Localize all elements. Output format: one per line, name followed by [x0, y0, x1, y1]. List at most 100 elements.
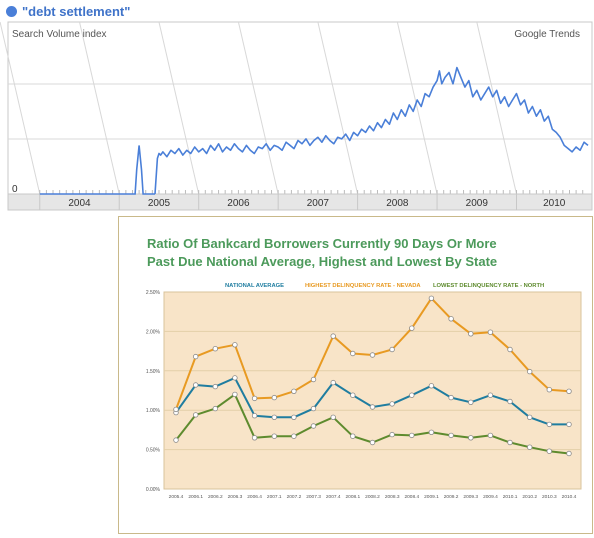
plot-area — [163, 291, 582, 490]
series-0-point-9 — [350, 392, 356, 398]
query-label[interactable]: "debt settlement" — [22, 3, 131, 19]
series-2-point-19 — [546, 448, 552, 454]
x-tick-label-18: 2010.2 — [522, 494, 537, 500]
x-tick-label-0: 2005.4 — [169, 494, 184, 500]
x-tick-label-1: 2006.1 — [188, 494, 203, 500]
x-tick-label-17: 2010.1 — [503, 494, 518, 500]
series-0-point-12 — [409, 392, 415, 398]
series-1-point-4 — [251, 395, 258, 402]
series-1-point-7 — [310, 376, 317, 383]
series-2-point-15 — [468, 435, 474, 441]
trends-header: "debt settlement" — [6, 2, 130, 20]
series-2-point-7 — [310, 423, 317, 429]
series-0-point-19 — [546, 421, 552, 428]
series-0-point-15 — [468, 399, 474, 405]
google-trends-chart: 2004 2005 2006 2007 2008 2009 2010 Search Volum… — [0, 21, 593, 211]
series-2-point-1 — [192, 412, 199, 418]
series-2-point-16 — [487, 432, 494, 439]
series-0-point-7 — [310, 405, 317, 412]
year-label-2007: 2007 — [307, 198, 330, 209]
series-2-point-10 — [369, 439, 376, 446]
y-tick-label-1: 0.50% — [146, 448, 161, 454]
year-label-2006: 2006 — [227, 198, 250, 209]
series-0-point-1 — [192, 382, 199, 388]
series-2-point-2 — [212, 405, 218, 412]
x-tick-label-12: 2008.4 — [404, 494, 419, 500]
year-label-2008: 2008 — [386, 198, 409, 209]
year-divider-1 — [79, 21, 120, 195]
year-label-2005: 2005 — [148, 198, 171, 209]
series-2-point-14 — [448, 432, 454, 439]
plot-area — [7, 21, 593, 195]
series-2-point-12 — [409, 432, 415, 439]
series-2-point-6 — [291, 433, 297, 439]
year-divider-2 — [158, 21, 200, 195]
series-0-point-18 — [527, 414, 533, 420]
series-2-point-18 — [527, 444, 533, 450]
series-0-point-2 — [212, 383, 218, 390]
y-tick-0: 0 — [12, 184, 18, 195]
year-divider-3 — [237, 21, 279, 195]
google-trends-logo: Google Trends — [514, 29, 580, 40]
series-1-point-17 — [507, 346, 513, 353]
series-0-point-13 — [428, 383, 435, 389]
y-tick-label-0: 0.00% — [146, 487, 161, 493]
year-divider-5 — [396, 21, 438, 195]
x-tick-label-13: 2009.1 — [424, 494, 439, 500]
series-1-point-19 — [546, 386, 552, 393]
year-label-2010: 2010 — [543, 198, 566, 209]
series-2-point-20 — [566, 450, 572, 457]
series-2-point-5 — [271, 433, 277, 439]
year-label-2004: 2004 — [68, 198, 91, 209]
series-1-point-16 — [487, 329, 494, 335]
series-0-point-5 — [271, 414, 277, 420]
chart-title-line-2: Past Due National Average, Highest and L… — [147, 254, 497, 269]
x-tick-label-9: 2008.1 — [346, 494, 361, 500]
series-1-point-15 — [468, 331, 474, 337]
series-0-point-8 — [330, 379, 336, 386]
series-0-point-6 — [291, 414, 297, 420]
series-1-point-14 — [448, 316, 454, 322]
series-2-point-4 — [251, 435, 258, 441]
bankcard-chart: Ratio Of Bankcard Borrowers Currently 90… — [146, 236, 582, 500]
year-divider-4 — [317, 21, 359, 195]
series-1-point-13 — [428, 295, 435, 301]
trend-line-early-segment — [39, 145, 155, 195]
series-1-point-10 — [369, 352, 376, 358]
year-axis-band — [7, 193, 593, 211]
chart-title-line-1: Ratio Of Bankcard Borrowers Currently 90… — [147, 236, 497, 251]
series-0-point-3 — [232, 375, 238, 381]
x-tick-label-6: 2007.2 — [287, 494, 302, 500]
series-2-point-11 — [389, 431, 395, 438]
series-1-point-20 — [566, 388, 572, 394]
series-2-point-17 — [507, 439, 513, 446]
series-1-point-5 — [271, 394, 277, 401]
x-tick-label-15: 2009.3 — [463, 494, 478, 500]
series-1-point-18 — [527, 368, 533, 375]
x-tick-label-4: 2006.4 — [247, 494, 262, 500]
series-1-point-11 — [389, 346, 395, 353]
series-1-point-1 — [192, 353, 199, 360]
series-2-point-0 — [173, 437, 179, 443]
series-0-point-14 — [448, 394, 454, 401]
y-tick-label-2: 1.00% — [146, 408, 161, 414]
series-1-point-2 — [212, 345, 218, 352]
y-tick-label-3: 1.50% — [146, 369, 161, 375]
series-1-point-6 — [291, 388, 297, 394]
x-tick-label-7: 2007.3 — [306, 494, 321, 500]
year-label-2009: 2009 — [466, 198, 489, 209]
legend-entry-1: HIGHEST DELINQUENCY RATE - NEVADA — [305, 283, 421, 289]
legend-entry-2: LOWEST DELINQUENCY RATE - NORTH — [433, 283, 544, 289]
x-tick-label-14: 2009.2 — [444, 494, 459, 500]
series-2-point-3 — [232, 391, 238, 398]
x-tick-label-10: 2008.2 — [365, 494, 380, 500]
series-0-point-20 — [566, 421, 572, 428]
series-2-point-9 — [350, 433, 356, 439]
x-tick-label-11: 2008.3 — [385, 494, 400, 500]
year-divider-0 — [0, 21, 41, 195]
x-tick-label-8: 2007.4 — [326, 494, 341, 500]
series-1-point-8 — [330, 333, 336, 339]
x-tick-label-20: 2010.4 — [562, 494, 577, 500]
series-0-point-4 — [251, 412, 258, 419]
x-tick-label-19: 2010.3 — [542, 494, 557, 500]
